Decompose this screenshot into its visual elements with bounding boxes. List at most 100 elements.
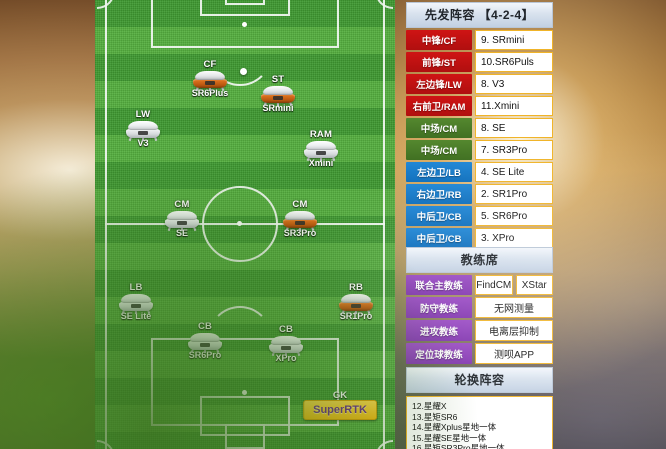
substitute-item: 12.星耀X [412,401,447,411]
soccer-pitch: CF SR6Plus ST SRmini LW V3 RAM Xmini CM SE CM SR3Pr… [95,0,395,449]
receiver-screen [205,81,215,85]
substitutes-list: 12.星耀X 13.星矩SR6 14.星耀Xplus星地一体 15.星耀SE星地一体 1… [406,396,553,449]
bottom-goal [225,424,265,449]
substitute-item: 16.星矩SR3Pro星地一体 [412,443,505,449]
player-position-label: ST [271,74,285,85]
substitutes-title: 轮换阵容 [406,367,553,393]
receiver-antenna-cap [306,141,336,150]
lineup-row[interactable]: 中后卫/CB 5. SR6Pro [406,206,553,226]
coach-role-tag: 防守教练 [406,297,472,318]
coaches-title: 教练席 [406,247,553,273]
coach-value: XStar [515,275,553,295]
player-name-label: XPro [275,353,297,363]
receiver-screen [295,221,305,225]
goalkeeper-badge[interactable]: SuperRTK [303,400,377,420]
player-marker[interactable]: RB SR1Pro [321,283,391,321]
receiver-screen [281,346,291,350]
coach-row[interactable]: 进攻教练 电离层抑制 [406,320,553,341]
match-ball [240,68,247,75]
tripod-legs [263,101,293,107]
player-marker[interactable]: LB SE Lite [101,283,171,321]
tripod-legs [167,226,197,232]
coach-row[interactable]: 联合主教练 FindCM XStar [406,275,553,295]
starting-lineup-panel: 先发阵容 【4-2-4】 中锋/CF 9. SRmini 前锋/ST 10.SR6Pu… [406,2,553,270]
player-name-label: Xmini [308,158,334,168]
lineup-player-value: 11.Xmini [475,96,553,116]
player-name-label: V3 [137,138,149,148]
bottom-penalty-arc [208,306,272,370]
coach-row[interactable]: 定位球教练 测呗APP [406,343,553,364]
tripod-legs [271,351,301,357]
gnss-receiver-icon [261,86,295,107]
receiver-screen [200,343,210,347]
tripod-legs [341,309,371,315]
coaches-rows: 联合主教练 FindCM XStar 防守教练 无网测量 进攻教练 电离层抑制 定位球教练 测呗… [406,275,553,364]
lineup-row[interactable]: 右边卫/RB 2. SR1Pro [406,184,553,204]
receiver-antenna-cap [285,211,315,220]
tripod-legs [195,86,225,92]
lineup-row[interactable]: 左边卫/LB 4. SE Lite [406,162,553,182]
lineup-position-tag: 左边锋/LW [406,74,472,94]
coach-value: FindCM [475,275,513,295]
substitute-item: 15.星耀SE星地一体 [412,432,487,443]
gnss-receiver-icon [193,71,227,92]
player-position-label: CM [292,199,308,210]
player-name-label: SR1Pro [339,311,373,321]
receiver-screen [177,221,187,225]
coach-value: 无网测量 [475,297,553,318]
player-name-label: SRmini [262,103,294,113]
receiver-antenna-cap [195,71,225,80]
gnss-receiver-icon [188,333,222,354]
lineup-row[interactable]: 右前卫/RAM 11.Xmini [406,96,553,116]
lineup-player-value: 9. SRmini [475,30,553,50]
receiver-antenna-cap [190,333,220,342]
starting-lineup-title: 先发阵容 【4-2-4】 [406,2,553,28]
top-goal-area [200,0,290,16]
tripod-legs [306,156,336,162]
player-marker[interactable]: CF SR6Plus [175,60,245,99]
lineup-row[interactable]: 左边锋/LW 8. V3 [406,74,553,94]
player-marker[interactable]: CM SE [147,200,217,238]
lineup-player-value: 10.SR6Puls [475,52,553,72]
lineup-row[interactable]: 前锋/ST 10.SR6Puls [406,52,553,72]
lineup-position-tag: 中场/CM [406,118,472,138]
player-position-label: RB [348,282,364,293]
player-marker[interactable]: CB SR6Pro [170,322,240,360]
tripod-legs [190,348,220,354]
lineup-player-value: 2. SR1Pro [475,184,553,204]
receiver-antenna-cap [341,294,371,303]
top-goal [225,0,265,5]
gnss-receiver-icon [269,336,303,357]
gnss-receiver-icon [126,121,160,142]
lineup-row[interactable]: 中场/CM 7. SR3Pro [406,140,553,160]
player-position-label: CB [197,321,213,332]
lineup-row[interactable]: 中锋/CF 9. SRmini [406,30,553,50]
player-position-label: LB [129,282,143,293]
player-marker[interactable]: RAM Xmini [286,130,356,168]
player-marker[interactable]: ST SRmini [243,75,313,113]
lineup-row[interactable]: 中场/CM 8. SE [406,118,553,138]
lineup-player-value: 8. SE [475,118,553,138]
bottom-penalty-spot [242,390,247,395]
player-position-label: LW [135,109,151,120]
receiver-antenna-cap [121,294,151,303]
gnss-receiver-icon [165,211,199,232]
lineup-position-tag: 中锋/CF [406,30,472,50]
lineup-position-tag: 右边卫/RB [406,184,472,204]
player-marker[interactable]: CM SR3Pro [265,200,335,238]
tripod-legs [128,136,158,142]
receiver-antenna-cap [167,211,197,220]
player-name-label: SR6Plus [191,88,229,98]
player-marker[interactable]: CB XPro [251,325,321,363]
coach-row[interactable]: 防守教练 无网测量 [406,297,553,318]
gnss-receiver-icon [283,211,317,232]
lineup-position-tag: 右前卫/RAM [406,96,472,116]
receiver-screen [273,96,283,100]
receiver-antenna-cap [128,121,158,130]
center-spot [237,221,242,226]
player-position-label: CB [278,324,294,335]
player-marker[interactable]: LW V3 [108,110,178,148]
receiver-screen [131,304,141,308]
lineup-row[interactable]: 中后卫/CB 3. XPro [406,228,553,248]
